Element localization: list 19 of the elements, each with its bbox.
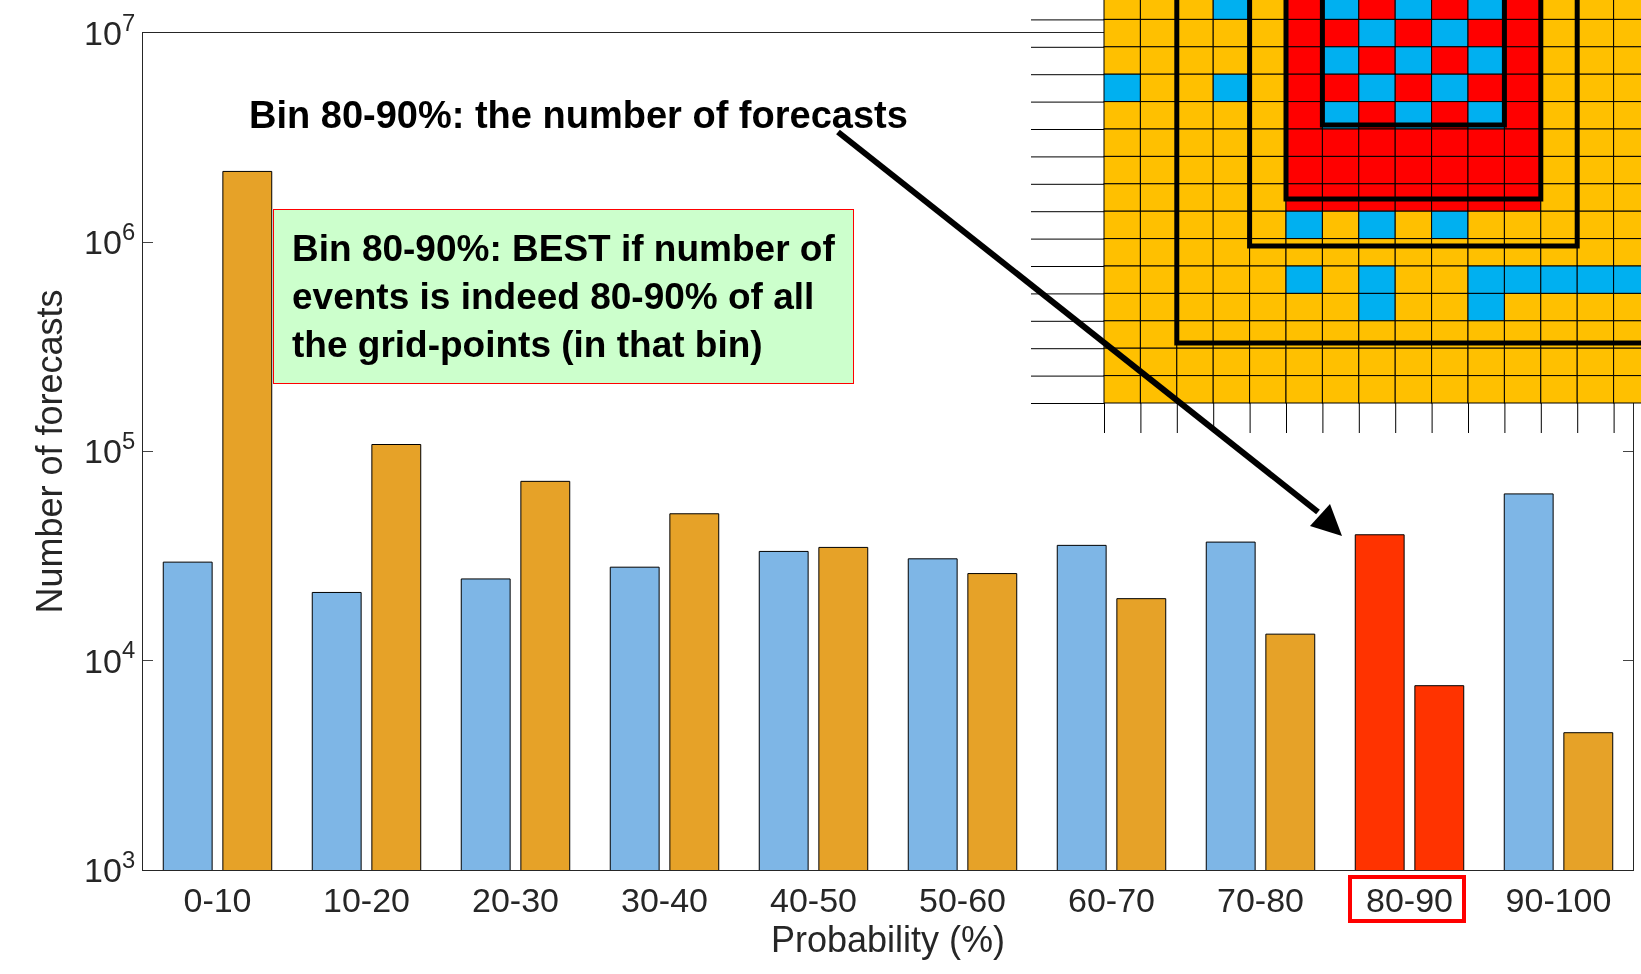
x-tick-label: 0-10 [183, 880, 252, 919]
y-axis-title: Number of forecasts [29, 289, 71, 614]
annotation: Bin 80-90%: the number of forecasts [249, 94, 908, 136]
x-tick-label: 60-70 [1068, 880, 1155, 919]
x-tick-label: 70-80 [1217, 880, 1304, 919]
y-tick-label: 10$^{5}$ [84, 427, 136, 471]
x-tick-label: 10-20 [323, 880, 410, 919]
x-tick-label: 50-60 [919, 880, 1006, 919]
y-tick-label: 10$^{3}$ [84, 845, 136, 889]
x-tick-label: 20-30 [472, 880, 559, 919]
annotation: Bin 80-90%: BEST if number of events is indeed 80-90% of all the grid-points (in that bin) [292, 228, 836, 366]
y-tick-label: 10$^{6}$ [84, 217, 136, 262]
x-tick-label: 80-90 [1366, 880, 1453, 919]
x-axis-title: Probability (%) [770, 918, 1006, 960]
x-tick-label: 40-50 [770, 880, 857, 919]
y-tick-label: 10$^{7}$ [84, 8, 136, 52]
y-tick-label: 10$^{4}$ [84, 636, 136, 680]
x-tick-label: 30-40 [621, 880, 708, 919]
x-tick-label: 90-100 [1505, 880, 1612, 919]
